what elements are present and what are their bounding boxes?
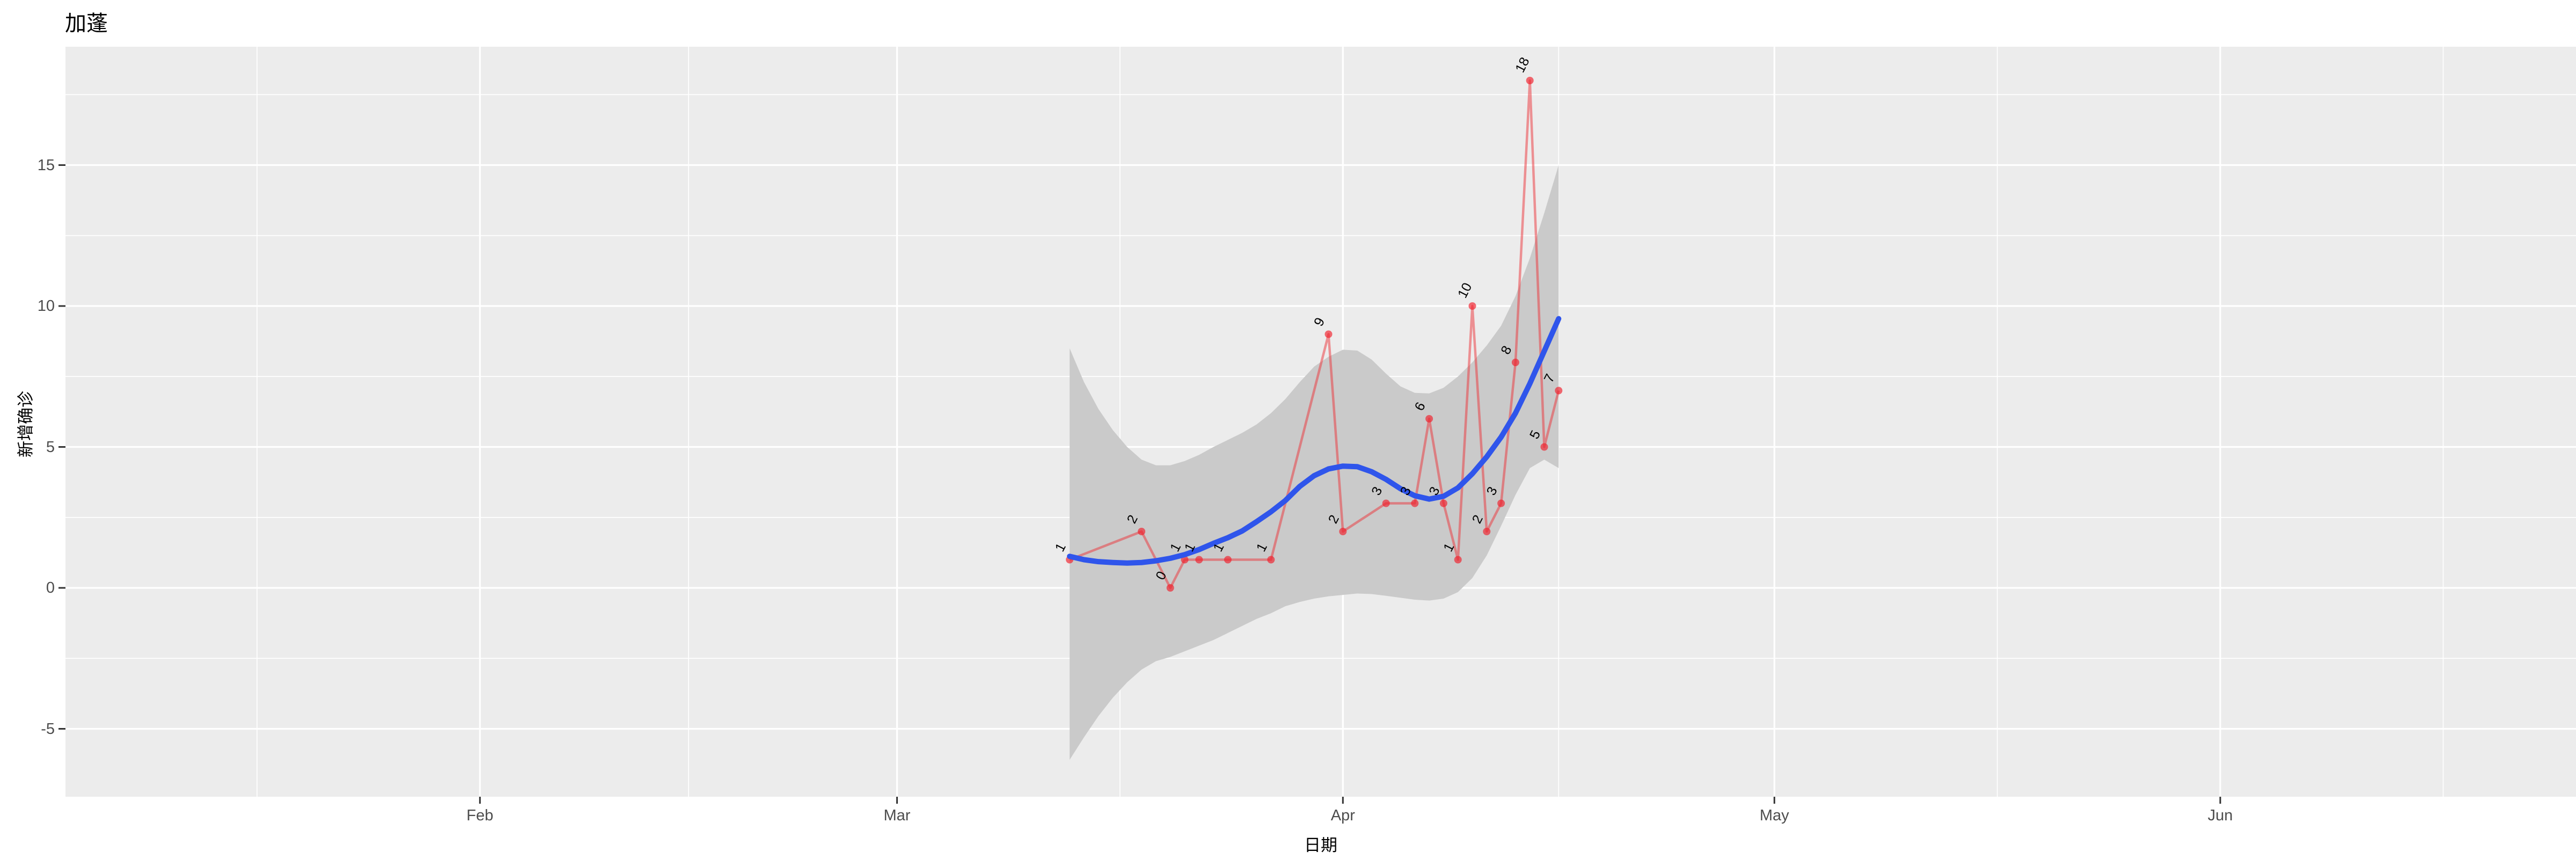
x-tick-label-Mar: Mar — [883, 807, 911, 824]
data-point — [1382, 499, 1390, 507]
data-point — [1267, 556, 1275, 564]
y-tick-label--5: -5 — [41, 720, 55, 738]
data-point — [1324, 330, 1333, 338]
x-tick-label-Feb: Feb — [466, 807, 494, 824]
data-point — [1483, 528, 1491, 535]
data-point — [1555, 387, 1563, 395]
x-tick-label-May: May — [1759, 807, 1789, 824]
data-point — [1411, 499, 1419, 507]
chart-title: 加蓬 — [65, 12, 108, 35]
point-label: 10 — [1455, 280, 1475, 300]
data-point — [1339, 528, 1347, 535]
data-point — [1497, 499, 1505, 507]
data-point — [1526, 77, 1534, 84]
data-point — [1166, 584, 1174, 592]
smooth-line — [1067, 316, 1562, 566]
x-tick-label-Jun: Jun — [2207, 807, 2233, 824]
point-label: 1 — [1052, 541, 1069, 554]
data-point — [1468, 302, 1476, 310]
data-point — [1224, 556, 1232, 564]
data-point — [1425, 415, 1433, 423]
y-tick-label-10: 10 — [37, 297, 55, 315]
data-point — [1138, 528, 1146, 535]
data-point — [1439, 499, 1447, 507]
data-point — [1195, 556, 1203, 564]
x-tick-label-Apr: Apr — [1330, 807, 1355, 824]
y-tick-label-15: 15 — [37, 156, 55, 174]
data-point — [1454, 556, 1462, 564]
y-tick-label-0: 0 — [46, 579, 55, 596]
x-axis-title: 日期 — [1304, 836, 1337, 855]
y-tick-label-5: 5 — [46, 438, 55, 456]
data-point — [1511, 359, 1519, 366]
point-label: 9 — [1311, 315, 1328, 329]
data-point — [1540, 443, 1548, 451]
confidence-band — [1070, 165, 1559, 760]
point-label: 18 — [1512, 55, 1533, 75]
